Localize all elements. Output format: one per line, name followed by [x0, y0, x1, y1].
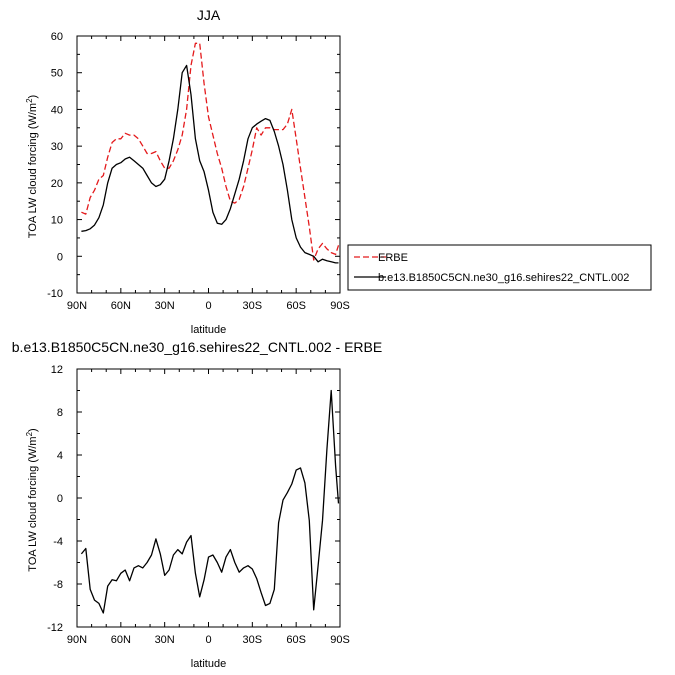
x-tick-label: 30N: [155, 300, 175, 312]
panel-2-plot-frame: [76, 368, 341, 628]
panel-2-y-axis-label: TOA LW cloud forcing (W/m2): [25, 428, 39, 571]
x-tick-label: 30S: [243, 634, 263, 646]
legend-box: [347, 244, 652, 291]
x-tick-label: 90N: [67, 634, 87, 646]
y-tick-label: 12: [51, 364, 63, 376]
panel-2-series-line-0: [80, 389, 340, 614]
panel-2-y-axis-label-close: ): [27, 428, 39, 432]
panel-2-title: b.e13.B1850C5CN.ne30_g16.sehires22_CNTL.…: [12, 339, 382, 355]
panel-1-y-axis-label: TOA LW cloud forcing (W/m2): [25, 95, 39, 238]
y-tick-label: 40: [51, 104, 63, 116]
x-tick-label: 0: [205, 300, 211, 312]
legend-entry-model: b.e13.B1850C5CN.ne30_g16.sehires22_CNTL.…: [378, 272, 629, 284]
panel-1-series-line-0: [81, 42, 340, 261]
panel-2-ticks: 90N 60N 30N 0 30S 60S 90S -12 -8 -4 0 4 8 12: [47, 364, 350, 646]
panel-1-series: [81, 42, 340, 264]
x-tick-label: 30N: [155, 634, 175, 646]
panel-2-series: [80, 389, 340, 614]
panel-2: b.e13.B1850C5CN.ne30_g16.sehires22_CNTL.…: [12, 339, 382, 670]
x-tick-label: 60N: [111, 634, 131, 646]
legend: ERBE b.e13.B1850C5CN.ne30_g16.sehires22_…: [347, 244, 652, 291]
x-tick-label: 30S: [243, 300, 263, 312]
y-tick-label: 30: [51, 141, 63, 153]
panel-1-y-axis-label-close: ): [27, 95, 39, 99]
x-tick-label: 60S: [286, 634, 306, 646]
y-tick-label: 0: [57, 493, 63, 505]
x-tick-label: 60N: [111, 300, 131, 312]
x-tick-label: 90S: [330, 300, 350, 312]
y-tick-label: -8: [53, 579, 63, 591]
panel-2-y-axis-label-superscript: 2: [25, 431, 34, 436]
panel-1-ticks: 90N 60N 30N 0 30S 60S 90S -10 0 10 20 30 40 50 60: [47, 31, 350, 312]
y-tick-label: -10: [47, 288, 63, 300]
panel-1-y-axis-label-base: TOA LW cloud forcing (W/m: [27, 103, 39, 238]
panel-1-y-axis-label-superscript: 2: [25, 98, 34, 103]
y-tick-label: 4: [57, 450, 63, 462]
panel-1: JJA 90N 60N 30N 0 30S 60S 90S-100102030405060 …: [25, 7, 350, 336]
y-tick-label: -12: [47, 622, 63, 634]
y-tick-label: 20: [51, 178, 63, 190]
y-tick-label: 60: [51, 31, 63, 43]
y-tick-label: -4: [53, 536, 63, 548]
legend-entry-erbe: ERBE: [378, 252, 408, 264]
y-tick-label: 8: [57, 407, 63, 419]
x-tick-label: 90N: [67, 300, 87, 312]
y-tick-label: 10: [51, 215, 63, 227]
panel-1-title: JJA: [197, 7, 221, 23]
panel-2-x-axis-label: latitude: [191, 658, 226, 670]
panel-1-series-line-1: [81, 64, 339, 264]
x-tick-label: 90S: [330, 634, 350, 646]
y-tick-label: 0: [57, 251, 63, 263]
x-tick-label: 60S: [286, 300, 306, 312]
panel-1-x-axis-label: latitude: [191, 324, 226, 336]
x-tick-label: 0: [205, 634, 211, 646]
y-tick-label: 50: [51, 68, 63, 80]
panel-2-y-axis-label-base: TOA LW cloud forcing (W/m: [27, 436, 39, 571]
